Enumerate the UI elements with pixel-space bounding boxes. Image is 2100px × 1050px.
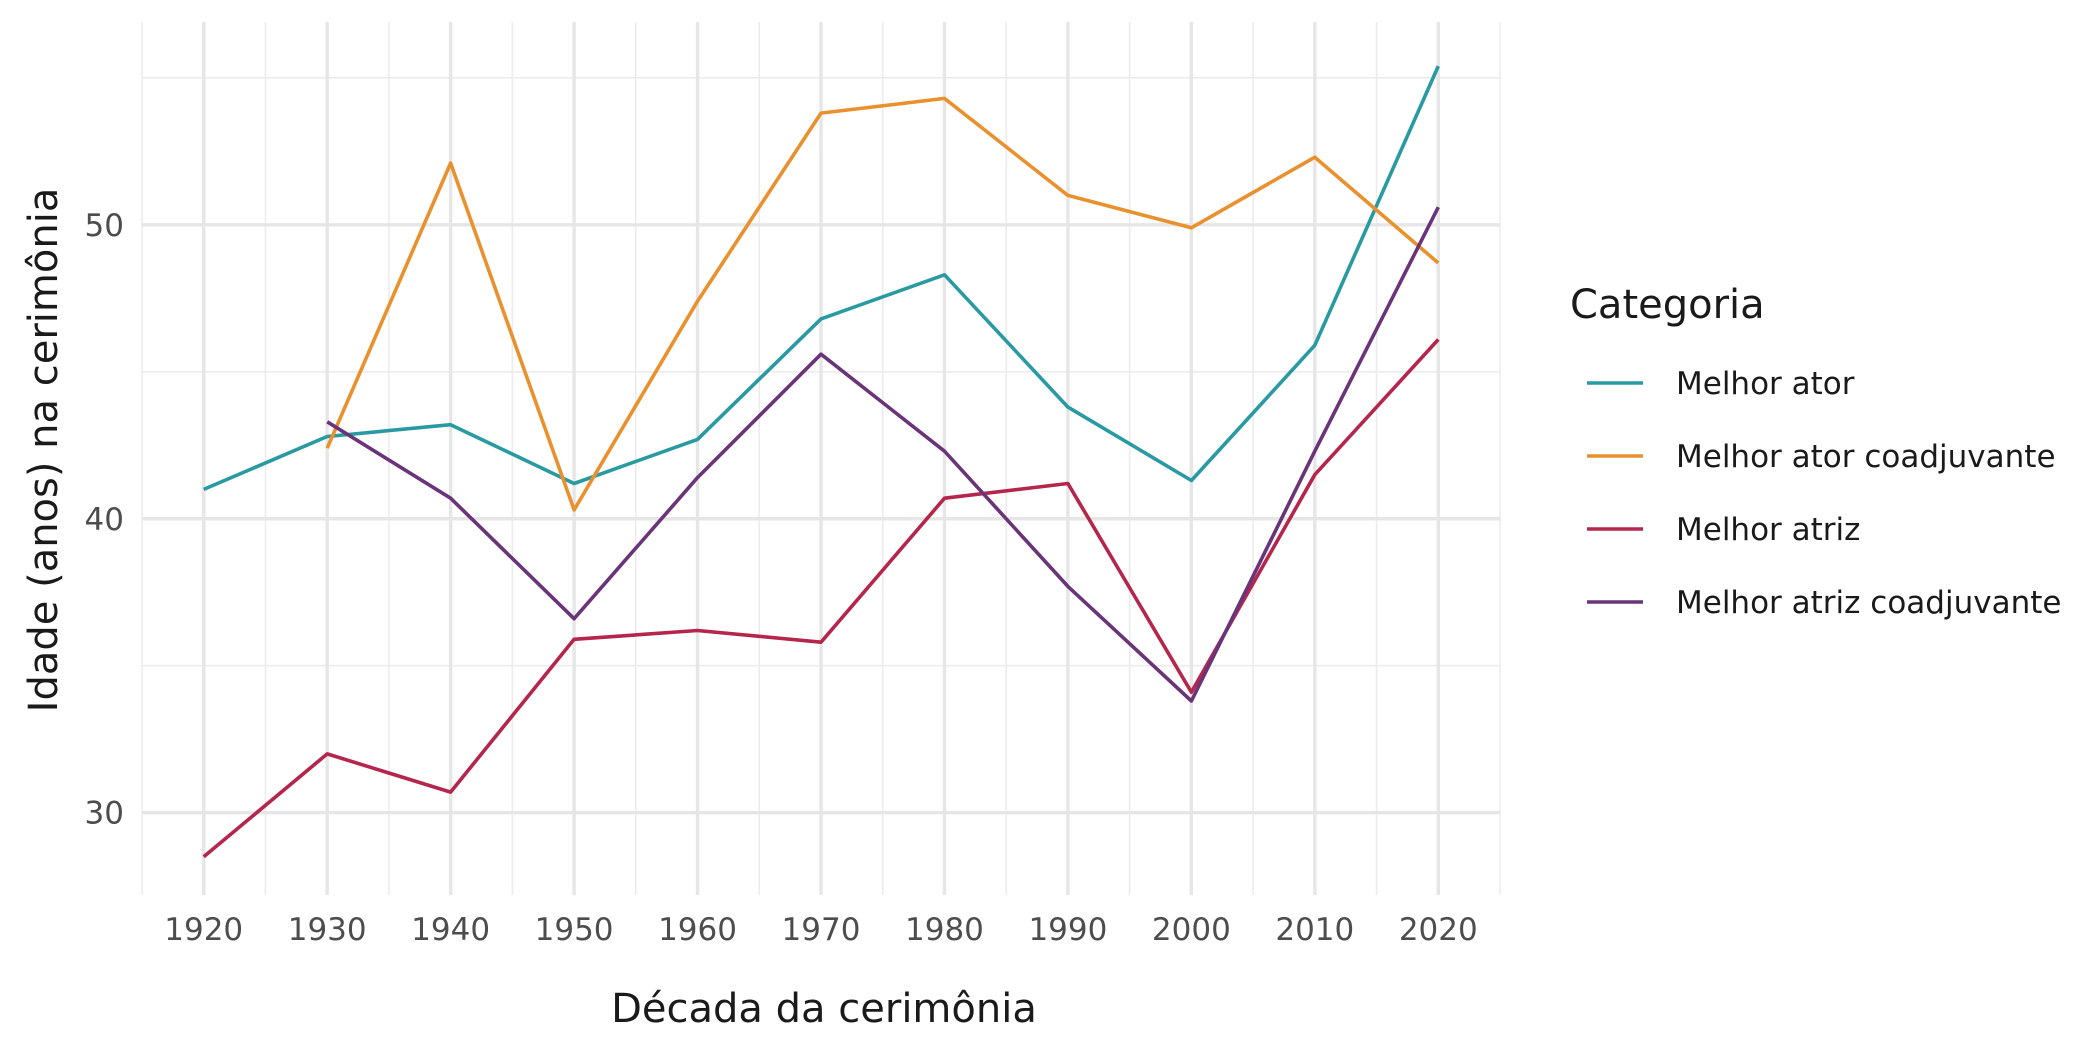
x-tick-label: 1980 <box>905 912 984 948</box>
x-tick-label: 1990 <box>1028 912 1107 948</box>
legend-label-melhor-ator: Melhor ator <box>1676 366 1855 402</box>
x-tick-label: 1950 <box>535 912 614 948</box>
y-axis-title: Idade (anos) na cerimônia <box>21 188 67 713</box>
series-lines <box>202 65 1440 859</box>
grid <box>141 22 1501 895</box>
x-tick-label: 1930 <box>288 912 367 948</box>
y-tick-label: 30 <box>85 796 124 832</box>
series-line-melhor-ator-coadjuvante <box>325 96 1440 512</box>
x-axis-title: Década da cerimônia <box>611 986 1037 1032</box>
legend-label-melhor-atriz: Melhor atriz <box>1676 512 1860 548</box>
x-tick-label: 2010 <box>1275 912 1354 948</box>
y-tick-label: 50 <box>85 208 124 244</box>
x-tick-label: 1940 <box>411 912 490 948</box>
x-tick-label: 1960 <box>658 912 737 948</box>
legend-label-melhor-atriz-coadjuvante: Melhor atriz coadjuvante <box>1676 585 2061 621</box>
x-tick-label: 1970 <box>782 912 861 948</box>
x-tick-label: 1920 <box>164 912 243 948</box>
x-tick-label: 2020 <box>1399 912 1478 948</box>
x-tick-label: 2000 <box>1152 912 1231 948</box>
series-line-melhor-ator <box>202 65 1440 492</box>
legend: Categoria Melhor ator Melhor ator coadjuv… <box>1570 282 2061 621</box>
legend-label-melhor-ator-coadjuvante: Melhor ator coadjuvante <box>1676 439 2056 475</box>
series-line-melhor-atriz-coadjuvante <box>326 206 1440 703</box>
legend-items: Melhor ator Melhor ator coadjuvante Melhor… <box>1587 366 2061 621</box>
tick-labels: 1920 1930 1940 1950 1960 1970 1980 1990 2000 2010… <box>85 208 1478 948</box>
y-tick-label: 40 <box>85 502 124 538</box>
legend-title: Categoria <box>1570 282 1765 328</box>
